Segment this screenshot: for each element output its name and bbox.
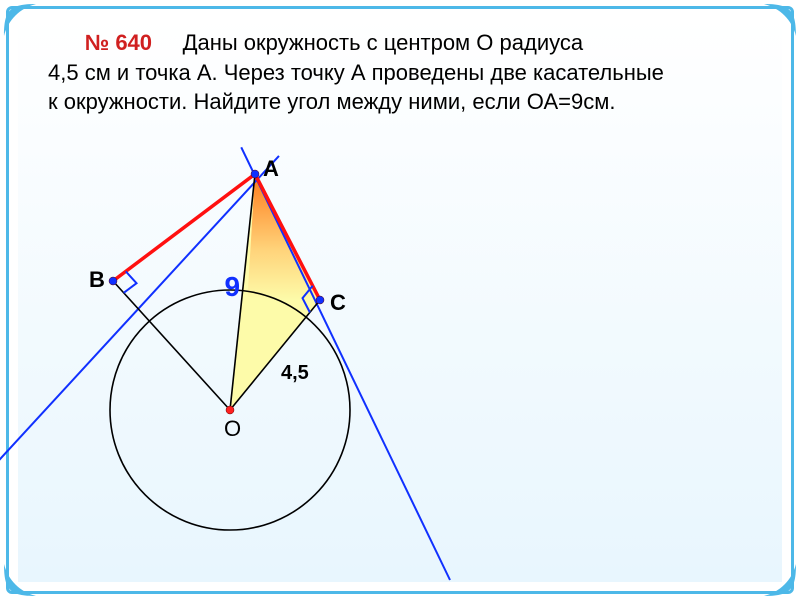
svg-text:4,5: 4,5	[281, 362, 309, 384]
problem-line2: 4,5 см и точка А. Через точку А проведен…	[48, 60, 664, 85]
svg-text:C: C	[330, 290, 346, 315]
geometry-diagram: A B C О 9 4,5	[30, 120, 590, 590]
problem-statement: № 640 Даны окружность с центром О радиус…	[48, 28, 752, 117]
problem-line1: Даны окружность с центром О радиуса	[183, 30, 584, 55]
svg-text:9: 9	[225, 271, 241, 302]
svg-text:A: A	[263, 156, 279, 181]
svg-text:О: О	[224, 416, 241, 441]
svg-text:B: B	[89, 267, 105, 292]
problem-line3: к окружности. Найдите угол между ними, е…	[48, 89, 615, 114]
problem-number: № 640	[85, 30, 152, 55]
